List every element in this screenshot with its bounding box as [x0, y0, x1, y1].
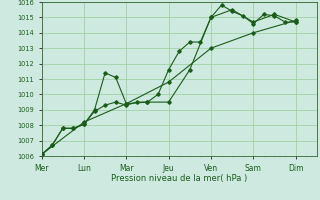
- X-axis label: Pression niveau de la mer( hPa ): Pression niveau de la mer( hPa ): [111, 174, 247, 183]
